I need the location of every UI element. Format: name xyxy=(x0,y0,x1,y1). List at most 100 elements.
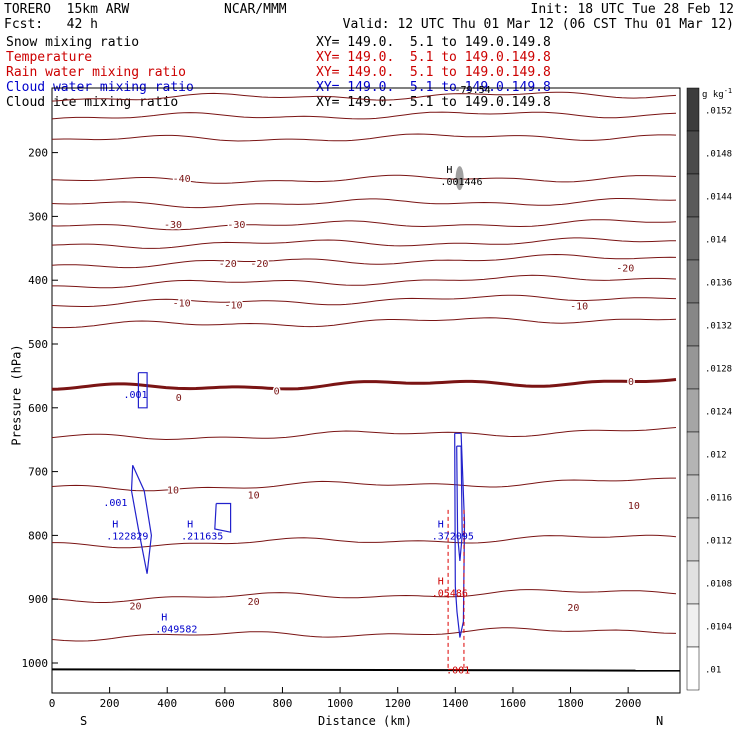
valid-time: Valid: 12 UTC Thu 01 Mar 12 (06 CST Thu … xyxy=(342,17,734,32)
x-tick-label: 1400 xyxy=(442,697,469,710)
legend-entry: Snow mixing ratio xyxy=(6,35,140,50)
isotherm-line xyxy=(51,91,677,102)
legend-entry: Rain water mixing ratio xyxy=(6,65,187,80)
colorbar-tick-label: .0112 xyxy=(705,537,732,547)
colorbar-tick-label: .0104 xyxy=(705,623,732,633)
isotherm-line xyxy=(51,294,677,307)
cloud-water-contour xyxy=(456,445,463,561)
y-tick-label: 400 xyxy=(28,274,48,287)
x-tick-label: 1000 xyxy=(327,697,354,710)
y-tick-label: 500 xyxy=(28,338,48,351)
legend-entry: Cloud ice mixing ratio xyxy=(6,95,179,110)
isotherm-line xyxy=(51,627,677,642)
maximum-value: .122829 xyxy=(106,532,148,543)
colorbar-swatch xyxy=(686,302,700,347)
plot-frame xyxy=(51,87,681,694)
colorbar-swatch xyxy=(686,345,700,390)
colorbar-swatch xyxy=(686,517,700,562)
colorbar-tick-label: .0124 xyxy=(705,408,732,418)
maximum-marker: H xyxy=(438,520,444,531)
maximum-value: .211635 xyxy=(181,532,223,543)
isotherm-label: 0 xyxy=(176,393,182,404)
legend-xy-range: XY= 149.0. 5.1 to 149.0.149.8 xyxy=(316,65,551,80)
x-axis-label: Distance (km) xyxy=(318,714,412,728)
cloud-water-contour xyxy=(130,464,153,574)
colorbar-tick-label: .0144 xyxy=(705,193,732,203)
isotherm-label: -30 xyxy=(164,220,182,231)
isotherm-line xyxy=(51,219,677,231)
maximum-marker: H xyxy=(112,520,118,531)
colorbar-tick-label: .0108 xyxy=(705,580,732,590)
maximum-marker: H xyxy=(446,165,452,176)
init-time: Init: 18 UTC Tue 28 Feb 12 xyxy=(530,2,735,17)
colorbar-swatch xyxy=(686,646,700,691)
isotherm-line xyxy=(51,133,677,142)
isotherm-line xyxy=(51,174,677,184)
x-tick-label: 2000 xyxy=(615,697,642,710)
colorbar-tick-label: .012 xyxy=(705,451,727,461)
north-end-label: N xyxy=(656,714,664,728)
cloud-water-contour xyxy=(137,372,148,409)
colorbar-tick-label: .0152 xyxy=(705,107,732,117)
colorbar-tick-label: .01 xyxy=(705,666,721,676)
contour-label: .001 xyxy=(446,665,470,676)
isotherm-label: 0 xyxy=(274,387,280,398)
isotherm-label: -20 xyxy=(219,259,237,270)
contour-label: .001 xyxy=(103,498,127,509)
maximum-marker: H xyxy=(187,520,193,531)
isotherm-label: 10 xyxy=(167,485,179,496)
contour-label: -79.54 xyxy=(455,85,491,96)
isotherm-label: -30 xyxy=(227,220,245,231)
y-tick-label: 1000 xyxy=(22,657,49,670)
surface-line xyxy=(51,668,681,672)
legend-xy-range: XY= 149.0. 5.1 to 149.0.149.8 xyxy=(316,95,551,110)
y-tick-label: 200 xyxy=(28,147,48,160)
legend-xy-range: XY= 149.0. 5.1 to 149.0.149.8 xyxy=(316,50,551,65)
isotherm-line xyxy=(51,427,677,441)
isotherm-line xyxy=(51,477,676,492)
colorbar-swatch xyxy=(686,87,700,132)
isotherm-label: 20 xyxy=(130,602,142,613)
x-tick-label: 0 xyxy=(49,697,56,710)
isotherm-label: -10 xyxy=(224,300,242,311)
isotherm-label: -20 xyxy=(616,263,634,274)
isotherm-line xyxy=(51,198,677,209)
colorbar-tick-label: .0132 xyxy=(705,322,732,332)
x-tick-label: 1600 xyxy=(500,697,527,710)
maximum-marker: H xyxy=(438,577,444,588)
y-tick-label: 600 xyxy=(28,402,48,415)
colorbar-swatch xyxy=(686,431,700,476)
isotherm-label: 20 xyxy=(248,597,260,608)
x-tick-label: 200 xyxy=(100,697,120,710)
colorbar-swatch xyxy=(686,603,700,648)
isotherm-line xyxy=(52,534,677,549)
isotherm-label: -40 xyxy=(173,174,191,185)
isotherm-label: -10 xyxy=(173,299,191,310)
isotherm-label: 10 xyxy=(248,491,260,502)
forecast-hour: Fcst: 42 h xyxy=(4,17,98,32)
colorbar-swatch xyxy=(686,474,700,519)
org-label: NCAR/MMM xyxy=(224,2,287,17)
x-tick-label: 400 xyxy=(157,697,177,710)
model-title: TORERO 15km ARW xyxy=(4,2,130,17)
colorbar-swatch xyxy=(686,560,700,605)
colorbar-tick-label: .0136 xyxy=(705,279,732,289)
colorbar-swatch xyxy=(686,173,700,218)
legend-xy-range: XY= 149.0. 5.1 to 149.0.149.8 xyxy=(316,35,551,50)
maximum-value: .372095 xyxy=(432,532,474,543)
contour-label: .001 xyxy=(123,390,147,401)
isotherm-label: 10 xyxy=(628,501,640,512)
isotherm-label: 20 xyxy=(567,603,579,614)
colorbar-swatch xyxy=(686,216,700,261)
x-tick-label: 1800 xyxy=(557,697,584,710)
isotherm-line xyxy=(51,237,677,249)
isotherm-line xyxy=(51,589,677,603)
x-tick-label: 1200 xyxy=(384,697,411,710)
y-tick-label: 900 xyxy=(28,593,48,606)
colorbar-tick-label: .0148 xyxy=(705,150,732,160)
isotherm-line xyxy=(51,317,677,329)
x-tick-label: 800 xyxy=(273,697,293,710)
maximum-value: .001446 xyxy=(440,177,482,188)
isotherm-line xyxy=(52,274,677,289)
